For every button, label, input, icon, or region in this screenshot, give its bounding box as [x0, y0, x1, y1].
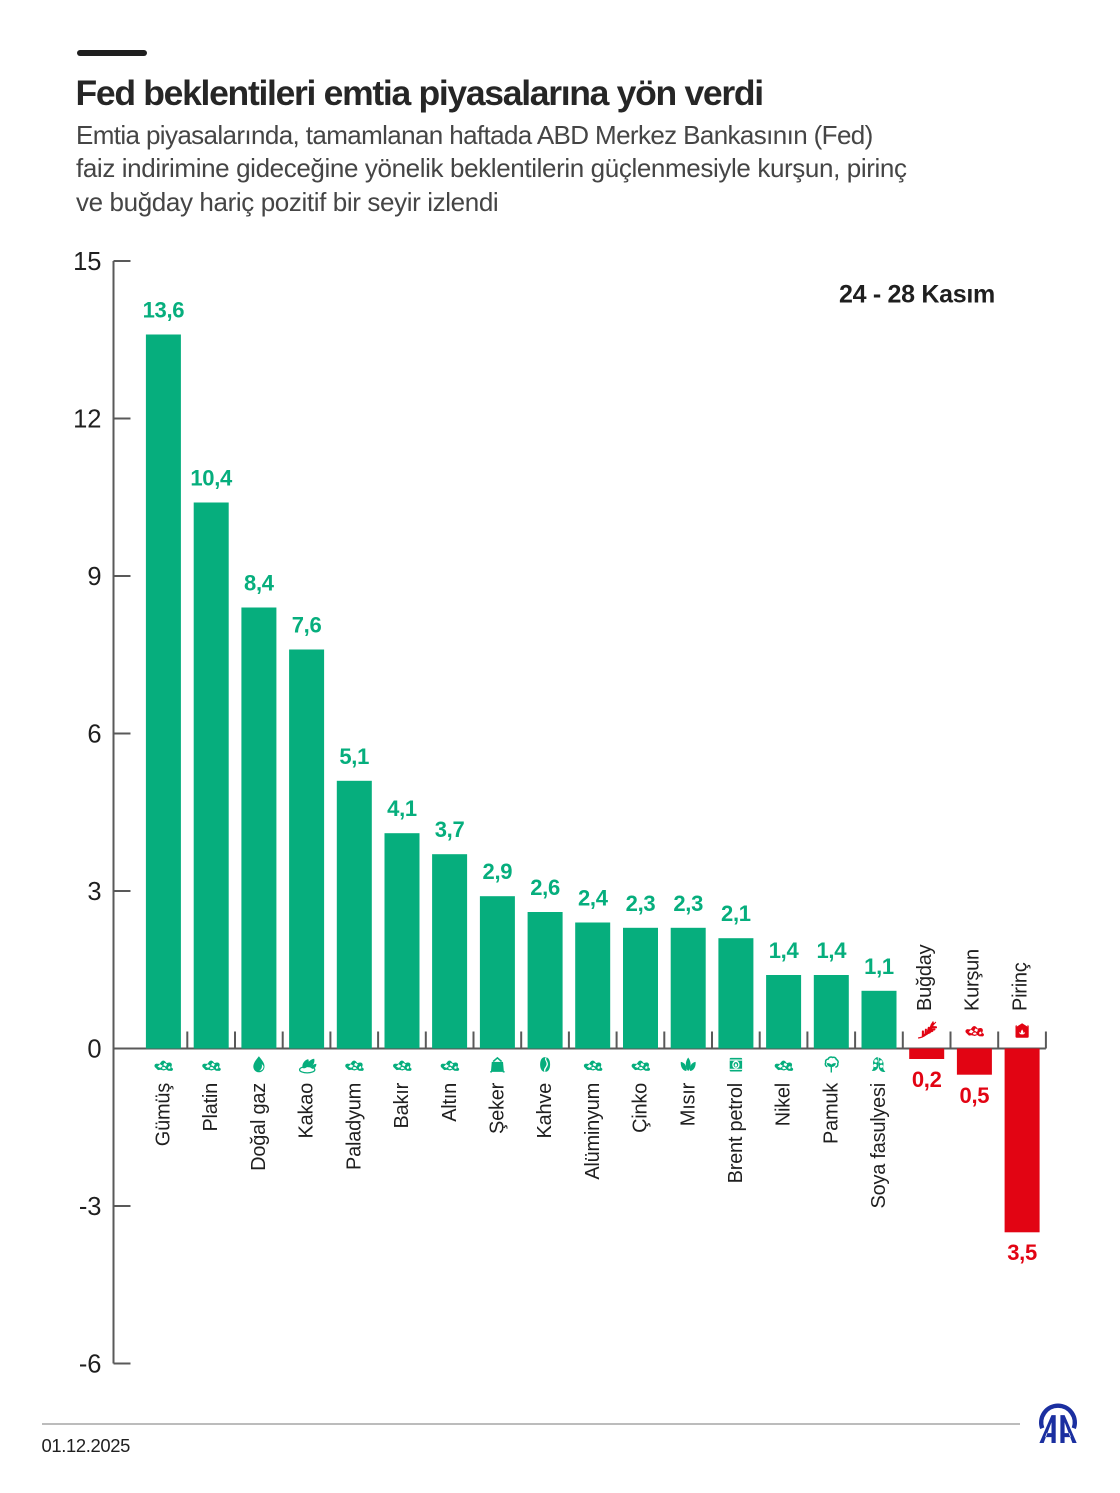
svg-text:12: 12: [73, 405, 101, 433]
svg-text:0: 0: [87, 1035, 101, 1063]
svg-text:13,6: 13,6: [143, 298, 185, 323]
svg-text:9: 9: [87, 563, 101, 591]
svg-text:2,6: 2,6: [530, 875, 560, 900]
svg-text:Nikel: Nikel: [773, 1083, 795, 1126]
svg-text:6: 6: [87, 720, 101, 748]
svg-text:0,5: 0,5: [960, 1083, 990, 1108]
svg-text:Altın: Altın: [439, 1083, 461, 1122]
svg-text:2,1: 2,1: [721, 901, 751, 926]
svg-text:Doğal gaz: Doğal gaz: [248, 1083, 270, 1171]
svg-text:-6: -6: [79, 1350, 102, 1378]
svg-text:7,6: 7,6: [292, 613, 322, 638]
svg-text:01.12.2025: 01.12.2025: [42, 1435, 131, 1456]
svg-text:2,9: 2,9: [483, 859, 513, 884]
svg-text:8,4: 8,4: [244, 571, 275, 596]
svg-text:4,1: 4,1: [387, 796, 417, 821]
svg-text:2,4: 2,4: [578, 886, 609, 911]
svg-text:-3: -3: [79, 1193, 102, 1221]
svg-text:3,5: 3,5: [1007, 1240, 1037, 1265]
svg-text:15: 15: [73, 248, 101, 276]
svg-text:10,4: 10,4: [190, 466, 233, 491]
svg-text:Gümüş: Gümüş: [153, 1083, 175, 1146]
svg-text:1,4: 1,4: [769, 938, 800, 963]
svg-text:2,3: 2,3: [626, 891, 656, 916]
svg-text:Paladyum: Paladyum: [343, 1083, 365, 1170]
svg-text:Şeker: Şeker: [487, 1082, 509, 1134]
svg-text:Buğday: Buğday: [914, 944, 936, 1011]
svg-text:Çinko: Çinko: [630, 1083, 652, 1133]
svg-text:2,3: 2,3: [673, 891, 703, 916]
svg-text:1,4: 1,4: [816, 938, 847, 963]
svg-text:Pamuk: Pamuk: [820, 1082, 842, 1144]
svg-text:Platin: Platin: [200, 1083, 222, 1132]
svg-text:Kurşun: Kurşun: [962, 949, 984, 1011]
svg-text:3,7: 3,7: [435, 817, 465, 842]
svg-text:Alüminyum: Alüminyum: [582, 1083, 604, 1180]
svg-text:Kahve: Kahve: [534, 1083, 556, 1139]
svg-text:5,1: 5,1: [339, 744, 369, 769]
svg-text:24 - 28 Kasım: 24 - 28 Kasım: [839, 281, 995, 309]
svg-text:1,1: 1,1: [864, 954, 894, 979]
svg-text:3: 3: [87, 878, 101, 906]
svg-text:Pirinç: Pirinç: [1009, 962, 1031, 1011]
svg-text:Brent petrol: Brent petrol: [725, 1083, 747, 1183]
svg-text:Soya fasulyesi: Soya fasulyesi: [868, 1083, 890, 1208]
svg-text:Kakao: Kakao: [296, 1083, 318, 1139]
svg-text:0,2: 0,2: [912, 1067, 942, 1092]
svg-text:Mısır: Mısır: [677, 1082, 699, 1126]
svg-text:Bakır: Bakır: [391, 1082, 413, 1128]
